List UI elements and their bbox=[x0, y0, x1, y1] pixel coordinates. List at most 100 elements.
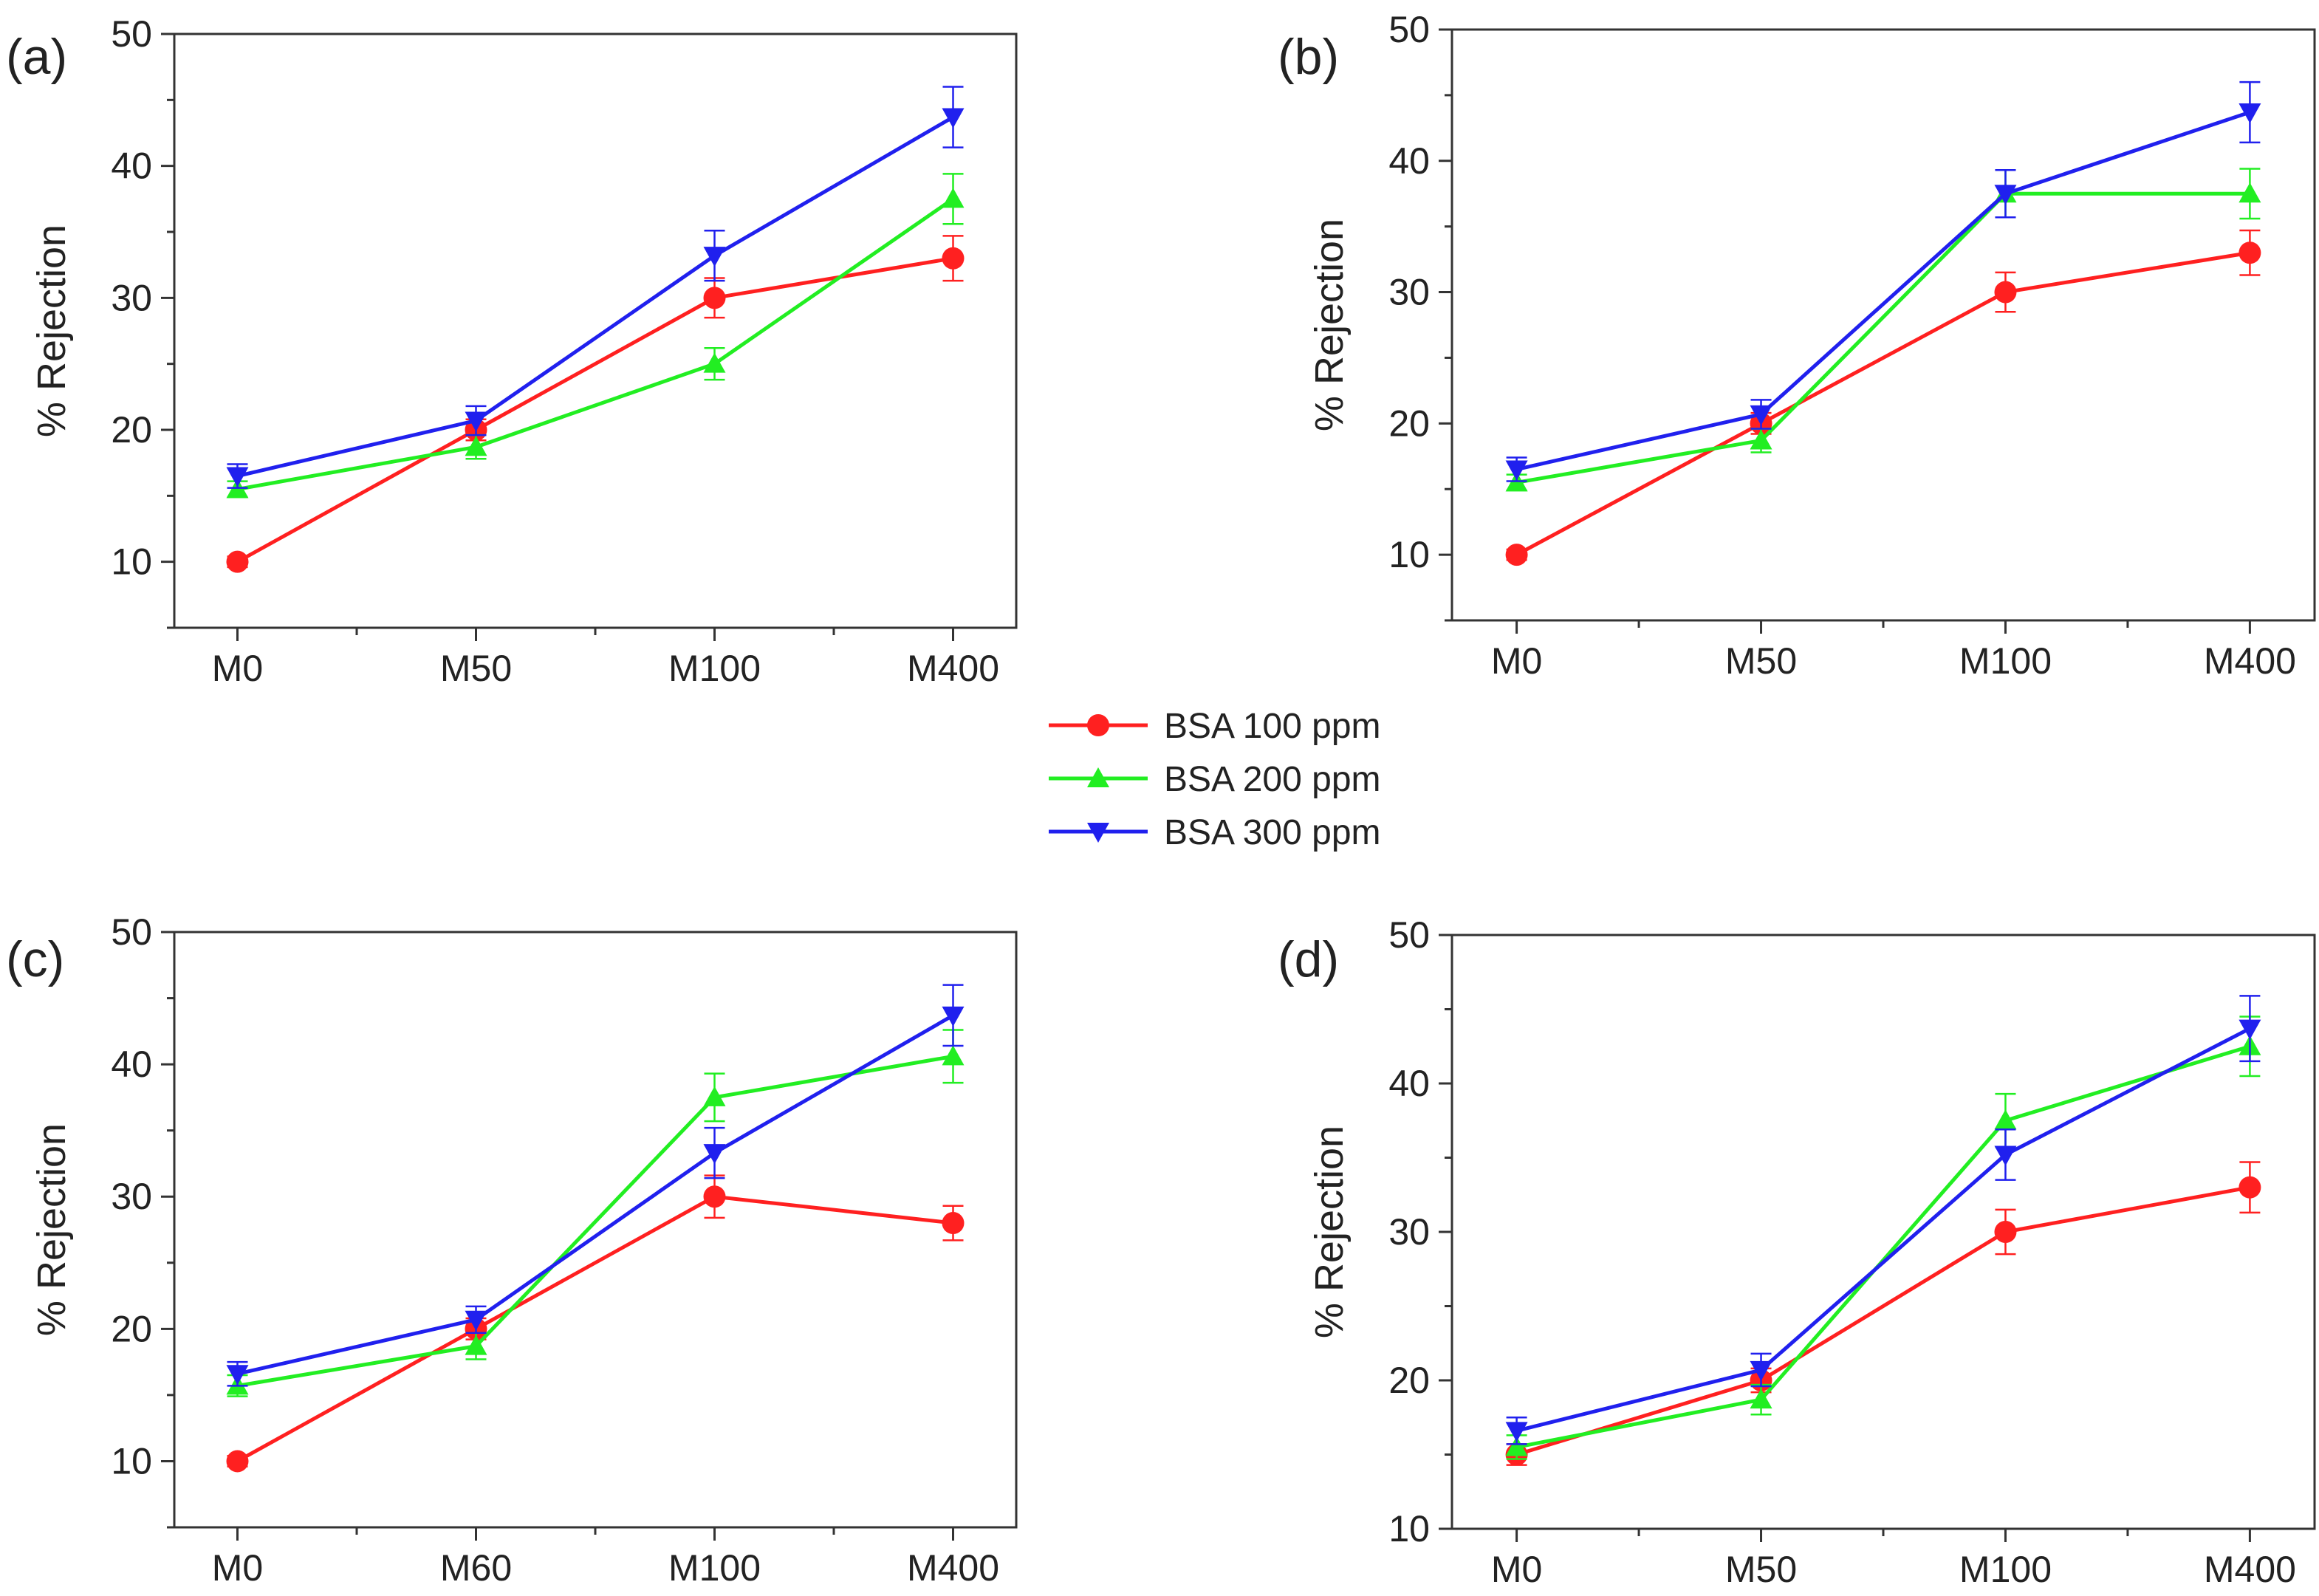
legend-swatch-marker bbox=[1087, 767, 1109, 787]
panel-label: (a) bbox=[6, 29, 67, 85]
series bbox=[1505, 81, 2261, 482]
legend-label: BSA 100 ppm bbox=[1164, 707, 1381, 746]
y-tick-label: 10 bbox=[1388, 1508, 1430, 1549]
legend-entry: BSA 200 ppm bbox=[1049, 760, 1381, 799]
data-point bbox=[942, 108, 965, 129]
data-point bbox=[1994, 185, 2017, 205]
series-line bbox=[237, 1054, 953, 1388]
x-tick-label: M100 bbox=[668, 1547, 761, 1589]
y-tick-label: 30 bbox=[1388, 1211, 1430, 1253]
data-point bbox=[2238, 1019, 2261, 1040]
x-tick-label: M400 bbox=[2204, 1549, 2296, 1590]
series-line bbox=[1516, 110, 2251, 471]
y-tick-label: 30 bbox=[111, 1176, 152, 1217]
y-tick-label: 20 bbox=[111, 409, 152, 451]
series-line bbox=[1516, 1044, 2251, 1449]
y-tick-label: 20 bbox=[1388, 403, 1430, 444]
x-tick-label: M100 bbox=[668, 648, 761, 689]
y-tick-label: 40 bbox=[1388, 1063, 1430, 1104]
legend: BSA 100 ppm BSA 200 ppm BSA 300 ppm bbox=[1049, 707, 1381, 852]
series-line bbox=[236, 115, 954, 478]
panel-label: (b) bbox=[1278, 29, 1339, 85]
data-point bbox=[1505, 460, 1528, 481]
y-tick-label: 30 bbox=[1388, 272, 1430, 313]
series bbox=[226, 86, 965, 489]
x-tick-label: M400 bbox=[907, 1547, 999, 1589]
x-tick-label: M100 bbox=[1959, 1549, 2052, 1590]
data-point bbox=[942, 1006, 965, 1027]
data-point bbox=[226, 467, 249, 487]
data-point bbox=[1994, 1109, 2017, 1130]
x-tick-label: M50 bbox=[1725, 640, 1797, 682]
y-tick-label: 40 bbox=[111, 1044, 152, 1085]
chart-panel: 10 20 30 40 50 M0 M50 M100 M400 % Rejection (d) bbox=[1278, 914, 2316, 1590]
data-point bbox=[942, 188, 965, 208]
legend-swatch-marker bbox=[1087, 823, 1109, 843]
y-axis-title: % Rejection bbox=[30, 1123, 74, 1336]
x-tick-label: M60 bbox=[440, 1547, 512, 1589]
chart-panel: 10 20 30 40 50 M0 M50 M100 M400 % Rejection (b) bbox=[1278, 9, 2316, 682]
data-point bbox=[703, 1185, 726, 1208]
y-axis-title: % Rejection bbox=[30, 225, 74, 437]
legend-entry: BSA 300 ppm bbox=[1049, 813, 1381, 852]
data-point bbox=[1505, 1422, 1528, 1442]
data-point bbox=[1994, 1221, 2017, 1243]
y-tick-label: 20 bbox=[111, 1308, 152, 1349]
plot-frame bbox=[1450, 28, 2316, 622]
y-tick-label: 40 bbox=[1388, 140, 1430, 182]
data-point bbox=[942, 247, 965, 270]
x-tick-label: M0 bbox=[212, 648, 263, 689]
series-line bbox=[1515, 250, 2250, 557]
y-tick-label: 10 bbox=[1388, 534, 1430, 575]
legend-swatch-marker bbox=[1087, 714, 1109, 736]
series bbox=[1505, 229, 2261, 566]
x-tick-label: M50 bbox=[440, 648, 512, 689]
data-point bbox=[2238, 1176, 2261, 1199]
x-tick-label: M0 bbox=[1491, 1549, 1542, 1590]
data-point bbox=[2238, 103, 2261, 123]
data-point bbox=[465, 1335, 487, 1355]
y-tick-label: 50 bbox=[1388, 914, 1430, 956]
plot-frame bbox=[173, 931, 1018, 1529]
x-tick-label: M0 bbox=[1491, 640, 1542, 682]
series bbox=[1505, 1161, 2261, 1466]
data-point bbox=[1750, 1388, 1772, 1409]
y-axis-title: % Rejection bbox=[1307, 219, 1352, 431]
series-line bbox=[236, 1194, 953, 1463]
x-tick-label: M50 bbox=[1725, 1549, 1797, 1590]
plot-frame bbox=[173, 32, 1018, 629]
legend-entry: BSA 100 ppm bbox=[1049, 707, 1381, 746]
data-point bbox=[465, 411, 487, 432]
plot-frame bbox=[1450, 934, 2316, 1530]
series bbox=[226, 984, 965, 1387]
chart-panel: 10 20 30 40 50 M0 M50 M100 M400 % Rejection (a) bbox=[6, 13, 1018, 689]
data-point bbox=[1505, 544, 1528, 566]
series-line bbox=[1515, 1027, 2251, 1433]
series bbox=[226, 173, 965, 499]
panel-label: (c) bbox=[6, 931, 64, 987]
series-line bbox=[1516, 191, 2250, 484]
data-point bbox=[942, 1045, 965, 1066]
series bbox=[1505, 168, 2261, 492]
y-tick-label: 10 bbox=[111, 1440, 152, 1482]
y-tick-label: 20 bbox=[1388, 1360, 1430, 1401]
y-tick-label: 50 bbox=[111, 13, 152, 55]
data-point bbox=[1994, 1145, 2017, 1166]
panels: 10 20 30 40 50 M0 M50 M100 M400 % Rejection (a) 10 2… bbox=[6, 9, 2316, 1590]
data-point bbox=[465, 1310, 487, 1331]
legend-label: BSA 300 ppm bbox=[1164, 813, 1381, 852]
y-tick-label: 10 bbox=[111, 541, 152, 583]
x-tick-label: M400 bbox=[907, 648, 999, 689]
panel-label: (d) bbox=[1278, 931, 1339, 987]
data-point bbox=[1505, 1436, 1528, 1456]
data-point bbox=[703, 1144, 726, 1165]
series-line bbox=[236, 256, 953, 564]
data-point bbox=[703, 1086, 726, 1106]
data-point bbox=[465, 436, 487, 456]
series-line bbox=[236, 1013, 954, 1376]
data-point bbox=[703, 352, 726, 373]
y-axis-title: % Rejection bbox=[1307, 1126, 1352, 1338]
x-tick-label: M400 bbox=[2204, 640, 2296, 682]
chart-panel: 10 20 30 40 50 M0 M60 M100 M400 % Rejection (c) bbox=[6, 911, 1018, 1589]
